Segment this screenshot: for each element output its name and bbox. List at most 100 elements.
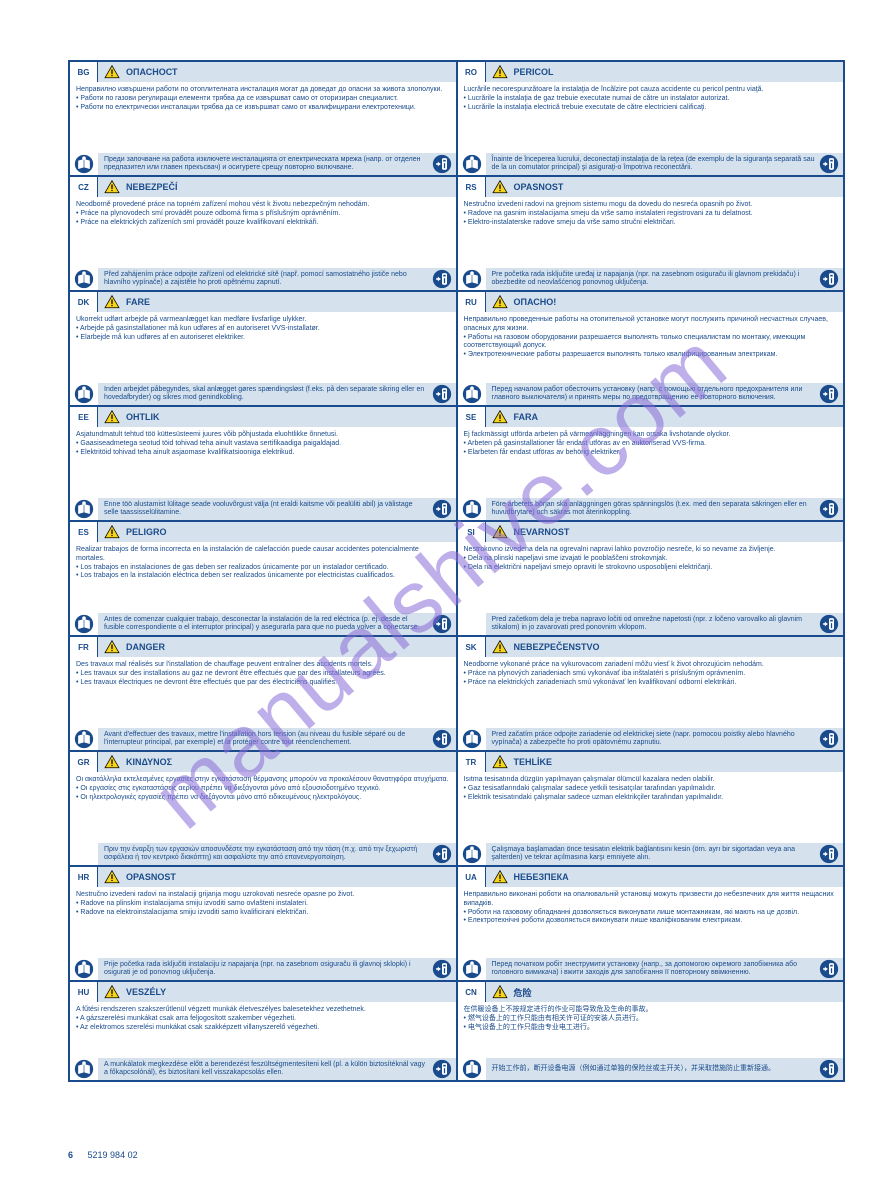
cell-header-row: DK FARE [70, 292, 456, 312]
footer-instruction-text: Antes de comenzar cualquier trabajo, des… [104, 616, 432, 631]
warning-triangle-icon [104, 295, 120, 309]
cell-header-row: CN 危险 [458, 982, 844, 1002]
cell-footer-row: Pred začatím práce odpojte zariadenie od… [458, 728, 844, 750]
footer-left-icon-box [70, 268, 98, 290]
footer-left-icon-box [458, 843, 486, 865]
footer-instruction-band: Před zahájením práce odpojte zařízení od… [98, 268, 456, 290]
warning-body-text: Realizar trabajos de forma incorrecta en… [70, 542, 456, 613]
footer-instruction-band: Перед началом работ обесточить установку… [486, 383, 844, 405]
warning-cell: RO PERICOL Lucrările necorespunzătoare l… [457, 61, 845, 176]
danger-label: FARE [126, 297, 150, 307]
language-code: CN [458, 982, 486, 1002]
footer-instruction-band: Före arbetets början ska anläggningen gö… [486, 498, 844, 520]
footer-instruction-band: Inden arbejdet påbegyndes, skal anlægget… [98, 383, 456, 405]
warning-cell: RS OPASNOST Nestručno izvedeni radovi na… [457, 176, 845, 291]
disconnect-power-icon [432, 614, 452, 634]
footer-instruction-text: Înainte de începerea lucrului, deconecta… [492, 156, 820, 171]
language-code: GR [70, 752, 98, 772]
footer-instruction-text: Prije početka rada isključiti instalacij… [104, 961, 432, 976]
read-manual-icon [462, 269, 482, 289]
cell-footer-row: Перед початком робіт знеструмити установ… [458, 958, 844, 980]
footer-left-icon-box [70, 498, 98, 520]
cell-header-row: FR DANGER [70, 637, 456, 657]
warning-cell: SI NEVARNOST Nestrokovno izvedena dela n… [457, 521, 845, 636]
footer-instruction-band: Πριν την έναρξη των εργασιών αποσυνδέστε… [98, 843, 456, 865]
footer-left-icon-box [458, 268, 486, 290]
language-code: SE [458, 407, 486, 427]
disconnect-power-icon [432, 269, 452, 289]
cell-footer-row: Antes de comenzar cualquier trabajo, des… [70, 613, 456, 635]
danger-header-band: ОПАСНО! [486, 292, 844, 312]
footer-instruction-band: Перед початком робіт знеструмити установ… [486, 958, 844, 980]
language-code: CZ [70, 177, 98, 197]
warning-triangle-icon [492, 180, 508, 194]
warning-body-text: Neodborně provedené práce na topném zaří… [70, 197, 456, 268]
footer-left-icon-box [458, 383, 486, 405]
footer-instruction-text: Перед началом работ обесточить установку… [492, 386, 820, 401]
disconnect-power-icon [432, 1059, 452, 1079]
language-code: ES [70, 522, 98, 542]
cell-header-row: ES PELIGRO [70, 522, 456, 542]
warning-triangle-icon [492, 755, 508, 769]
cell-footer-row: Pred začetkom dela je treba napravo loči… [458, 613, 844, 635]
danger-header-band: НЕБЕЗПЕКА [486, 867, 844, 887]
disconnect-power-icon [819, 844, 839, 864]
cell-header-row: TR TEHLİKE [458, 752, 844, 772]
language-code: HR [70, 867, 98, 887]
page-number: 6 [68, 1150, 73, 1160]
warning-triangle-icon [492, 295, 508, 309]
cell-header-row: SE FARA [458, 407, 844, 427]
cell-footer-row: Avant d'effectuer des travaux, mettre l'… [70, 728, 456, 750]
read-manual-icon [74, 154, 94, 174]
read-manual-icon [74, 1059, 94, 1079]
read-manual-icon [462, 729, 482, 749]
danger-label: NEBEZPEČÍ [126, 182, 178, 192]
footer-instruction-band: A munkálatok megkezdése előtt a berendez… [98, 1058, 456, 1080]
warning-cell: RU ОПАСНО! Неправильно проведенные работ… [457, 291, 845, 406]
warning-body-text: A fűtési rendszeren szakszerűtlenül végz… [70, 1002, 456, 1058]
danger-header-band: PERICOL [486, 62, 844, 82]
cell-header-row: SI NEVARNOST [458, 522, 844, 542]
warning-triangle-icon [104, 755, 120, 769]
danger-label: VESZÉLY [126, 987, 166, 997]
cell-footer-row: A munkálatok megkezdése előtt a berendez… [70, 1058, 456, 1080]
document-page: BG ОПАСНОСТ Неправилно извършени работи … [0, 0, 893, 1112]
cell-header-row: SK NEBEZPEČENSTVO [458, 637, 844, 657]
warning-body-text: Ej fackmässigt utförda arbeten på värmea… [458, 427, 844, 498]
warning-body-text: Nestručno izvedeni radovi na instalaciji… [70, 887, 456, 958]
warning-body-text: Neodborne vykonané práce na vykurovacom … [458, 657, 844, 728]
danger-header-band: OHTLIK [98, 407, 456, 427]
danger-label: NEVARNOST [514, 527, 570, 537]
language-code: UA [458, 867, 486, 887]
warning-cell: TR TEHLİKE Isıtma tesisatında düzgün yap… [457, 751, 845, 866]
danger-label: OPASNOST [126, 872, 176, 882]
warning-cell: HU VESZÉLY A fűtési rendszeren szakszerű… [69, 981, 457, 1081]
danger-header-band: NEBEZPEČENSTVO [486, 637, 844, 657]
cell-footer-row: Före arbetets början ska anläggningen gö… [458, 498, 844, 520]
footer-left-icon-box [70, 613, 98, 635]
warning-triangle-icon [104, 410, 120, 424]
warning-cell: CZ NEBEZPEČÍ Neodborně provedené práce n… [69, 176, 457, 291]
cell-header-row: HU VESZÉLY [70, 982, 456, 1002]
cell-footer-row: Перед началом работ обесточить установку… [458, 383, 844, 405]
footer-left-icon-box [458, 153, 486, 175]
read-manual-icon [74, 729, 94, 749]
language-code: EE [70, 407, 98, 427]
danger-header-band: ΚΙΝΔΥΝΟΣ [98, 752, 456, 772]
footer-instruction-text: Pred začetkom dela je treba napravo loči… [492, 616, 820, 631]
language-code: RO [458, 62, 486, 82]
warning-body-text: 在供暖设备上不按规定进行的作业可能导致危及生命的事故。• 燃气设备上的工作只能由… [458, 1002, 844, 1058]
disconnect-power-icon [432, 729, 452, 749]
warning-body-text: Неправильно виконані роботи на опалюваль… [458, 887, 844, 958]
read-manual-icon [74, 614, 94, 634]
cell-footer-row: Enne töö alustamist lülitage seade voolu… [70, 498, 456, 520]
danger-label: PERICOL [514, 67, 554, 77]
warning-body-text: Неправильно проведенные работы на отопит… [458, 312, 844, 383]
language-code: BG [70, 62, 98, 82]
footer-left-icon-box [70, 1058, 98, 1080]
warning-cell: DK FARE Ukorrekt udført arbejde på varme… [69, 291, 457, 406]
cell-header-row: EE OHTLIK [70, 407, 456, 427]
danger-label: DANGER [126, 642, 165, 652]
warning-triangle-icon [104, 640, 120, 654]
warning-body-text: Οι ακατάλληλα εκτελεσμένες εργασίες στην… [70, 772, 456, 843]
